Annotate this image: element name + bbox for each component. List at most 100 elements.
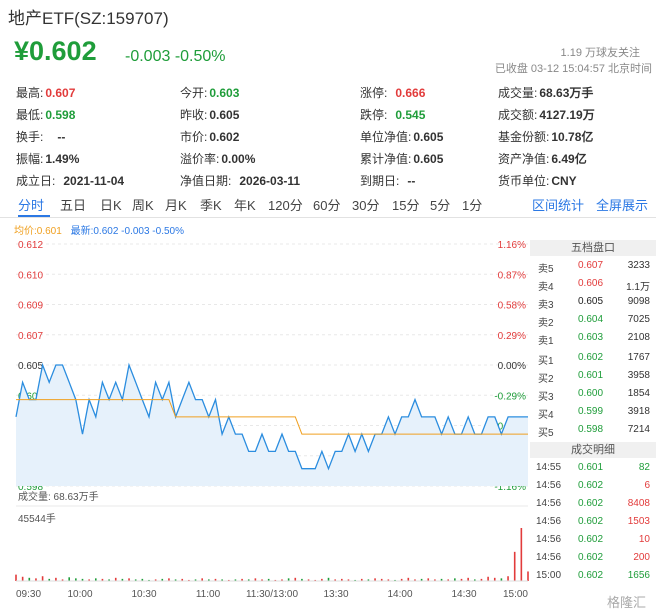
volume-bar [447, 579, 450, 581]
bid-price: 0.598 [578, 424, 604, 435]
volume-bar [221, 579, 223, 581]
volume-bar [101, 578, 104, 581]
volume-bar [141, 578, 144, 581]
fill-row: 14:56 0.602 1503 [530, 514, 656, 532]
stat-value: 0.603 [209, 86, 240, 100]
stat-value: -- [407, 174, 416, 188]
stat-label: 换手: [16, 130, 44, 144]
tab-quarterly-k[interactable]: 季K [200, 198, 222, 213]
time-tick-label: 11:00 [196, 589, 221, 600]
current-price: ¥0.602 [14, 36, 97, 66]
ask-row: 卖1 0.603 2108 [530, 330, 656, 348]
price-tick-label: 0.605 [18, 361, 43, 372]
ask-label: 卖5 [538, 264, 554, 275]
volume-bar [267, 578, 270, 581]
volume-bar [254, 578, 257, 581]
volume-bar [148, 579, 150, 581]
bid-row: 买4 0.599 3918 [530, 404, 656, 422]
fill-price: 0.601 [578, 462, 604, 473]
volume-bar [281, 579, 283, 581]
fill-volume: 200 [633, 552, 650, 563]
fill-volume: 10 [638, 534, 650, 545]
bid-row: 买1 0.602 1767 [530, 350, 656, 368]
time-tick-label: 10:30 [131, 589, 156, 600]
stat-label: 市价: [180, 130, 208, 144]
stat-turnover: 换手: -- [16, 128, 65, 145]
divider [0, 217, 656, 218]
ask-row: 卖4 0.606 1.1万 [530, 276, 656, 294]
volume-bar [261, 579, 263, 581]
tab-60min[interactable]: 60分 [313, 198, 341, 213]
bid-price: 0.602 [578, 352, 604, 363]
stat-value: 68.63万手 [539, 86, 594, 100]
time-tick-label: 14:30 [451, 589, 476, 600]
price-tick-label: 0.607 [18, 331, 43, 342]
volume-bar [234, 579, 237, 581]
fill-time: 14:56 [536, 552, 562, 563]
intraday-chart[interactable]: 0.612 1.16% 0.610 0.87% 0.609 0.58% 0.607 0.29%… [0, 236, 530, 613]
tab-monthly-k[interactable]: 月K [165, 198, 187, 213]
tab-15min[interactable]: 15分 [392, 198, 420, 213]
volume-max-label: 45544手 [18, 512, 56, 525]
stat-label: 净值日期: [180, 174, 232, 188]
volume-bar [55, 577, 57, 581]
stat-value: -- [57, 130, 66, 144]
ask-price: 0.603 [578, 332, 604, 343]
watermark-text: 格隆汇 [606, 595, 646, 610]
time-tick-label: 10:00 [67, 589, 92, 600]
stat-label: 成交量: [498, 86, 538, 100]
volume-bar [81, 578, 84, 581]
volume-bar [434, 579, 436, 581]
stat-cum-nav: 累计净值: 0.605 [360, 150, 443, 167]
volume-bar [247, 579, 250, 581]
volume-bar [108, 579, 110, 581]
ask-price: 0.605 [578, 296, 604, 307]
stat-label: 最高: [16, 86, 44, 100]
stat-value: 0.607 [45, 86, 76, 100]
stat-net-assets: 资产净值: 6.49亿 [498, 150, 587, 167]
range-stats-link[interactable]: 区间统计 [532, 198, 585, 213]
pct-tick-label: -1.16% [494, 482, 526, 493]
volume-bar [394, 579, 396, 581]
volume-bar [460, 578, 463, 581]
tab-30min[interactable]: 30分 [352, 198, 380, 213]
tab-yearly-k[interactable]: 年K [234, 198, 256, 213]
stat-label: 溢价率: [180, 152, 220, 166]
tab-daily-k[interactable]: 日K [100, 198, 122, 213]
tab-weekly-k[interactable]: 周K [132, 198, 154, 213]
volume-bar [15, 574, 17, 581]
fullscreen-link[interactable]: 全屏展示 [596, 198, 649, 213]
stat-label: 累计净值: [360, 152, 412, 166]
stat-label: 跌停: [360, 108, 388, 122]
time-tick-label: 11:30/13:00 [246, 589, 299, 600]
fill-time: 15:00 [536, 570, 562, 581]
stat-label: 涨停: [360, 86, 388, 100]
ask-volume: 9098 [627, 296, 650, 307]
fill-price: 0.602 [578, 570, 604, 581]
followers-count[interactable]: 1.19 万球友关注 [560, 47, 640, 59]
ask-volume: 7025 [627, 314, 650, 325]
stat-limit-up: 涨停: 0.666 [360, 84, 425, 101]
fills-title: 成交明细 [530, 442, 656, 458]
price-change: -0.003 -0.50% [125, 48, 226, 65]
pct-tick-label: 0.87% [498, 270, 526, 281]
tab-1min[interactable]: 1分 [462, 198, 483, 213]
volume-bar [474, 579, 476, 581]
volume-bar [88, 579, 90, 581]
fill-price: 0.602 [578, 480, 604, 491]
fill-row: 14:56 0.602 200 [530, 550, 656, 568]
stat-unit-nav: 单位净值: 0.605 [360, 128, 443, 145]
ask-label: 卖4 [538, 282, 554, 293]
fill-price: 0.602 [578, 552, 604, 563]
legend-avg: 均价:0.601 [14, 226, 62, 237]
stat-nav-date: 净值日期: 2026-03-11 [180, 172, 300, 189]
tab-5min[interactable]: 5分 [430, 198, 451, 213]
fill-row: 14:55 0.601 82 [530, 460, 656, 478]
volume-bar [321, 578, 323, 581]
tab-intraday[interactable]: 分时 [18, 198, 45, 213]
tab-five-day[interactable]: 五日 [60, 198, 87, 213]
bid-row: 买5 0.598 7214 [530, 422, 656, 440]
volume-bar [520, 528, 523, 581]
bid-volume: 3918 [627, 406, 650, 417]
tab-120min[interactable]: 120分 [268, 198, 303, 213]
